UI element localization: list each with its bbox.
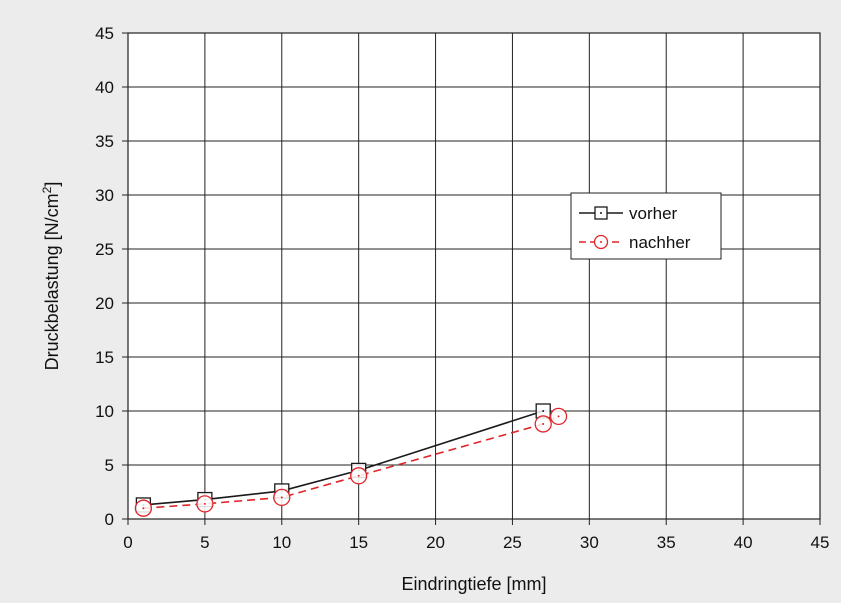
x-tick-label: 25 bbox=[503, 533, 522, 552]
data-point-center-nachher bbox=[203, 502, 206, 505]
data-point-center-nachher bbox=[357, 474, 360, 477]
axis-ticks: 0 5 10 15 20 25 30 35 40 45 0 5 10 15 20 25 30 35 40 45 bbox=[95, 24, 829, 552]
data-point-center-vorher bbox=[542, 410, 545, 412]
x-axis-title: Eindringtiefe [mm] bbox=[401, 574, 546, 594]
y-tick-label: 15 bbox=[95, 348, 114, 367]
y-tick-label: 5 bbox=[105, 456, 114, 475]
x-tick-label: 30 bbox=[580, 533, 599, 552]
y-axis-title-end: ] bbox=[42, 182, 62, 187]
legend-marker-dot-vorher bbox=[600, 212, 602, 214]
x-tick-label: 5 bbox=[200, 533, 209, 552]
x-tick-label: 35 bbox=[657, 533, 676, 552]
y-tick-label: 25 bbox=[95, 240, 114, 259]
legend: vorher nachher bbox=[570, 192, 722, 260]
data-point-center-nachher bbox=[280, 496, 283, 499]
legend-label-nachher: nachher bbox=[629, 233, 691, 252]
legend-box bbox=[570, 192, 722, 260]
data-point-center-nachher bbox=[557, 415, 560, 418]
x-tick-label: 40 bbox=[734, 533, 753, 552]
data-point-center-nachher bbox=[542, 422, 545, 425]
legend-marker-dot-nachher bbox=[600, 241, 602, 243]
y-axis-title-main: Druckbelastung [N/cm bbox=[42, 193, 62, 370]
y-tick-label: 0 bbox=[105, 510, 114, 529]
x-tick-label: 10 bbox=[272, 533, 291, 552]
y-axis-title: Druckbelastung [N/cm2] bbox=[40, 182, 62, 371]
y-axis-title-sup: 2 bbox=[40, 186, 54, 193]
y-tick-label: 20 bbox=[95, 294, 114, 313]
y-tick-label: 10 bbox=[95, 402, 114, 421]
y-tick-label: 30 bbox=[95, 186, 114, 205]
x-tick-label: 20 bbox=[426, 533, 445, 552]
y-tick-label: 35 bbox=[95, 132, 114, 151]
data-point-center-nachher bbox=[142, 507, 145, 510]
legend-label-vorher: vorher bbox=[629, 204, 678, 223]
x-tick-label: 15 bbox=[349, 533, 368, 552]
series-nachher bbox=[134, 407, 568, 517]
series-layer bbox=[134, 403, 568, 517]
x-tick-label: 45 bbox=[811, 533, 830, 552]
y-tick-label: 45 bbox=[95, 24, 114, 43]
x-tick-label: 0 bbox=[123, 533, 132, 552]
plot-area bbox=[127, 32, 821, 520]
y-tick-label: 40 bbox=[95, 78, 114, 97]
